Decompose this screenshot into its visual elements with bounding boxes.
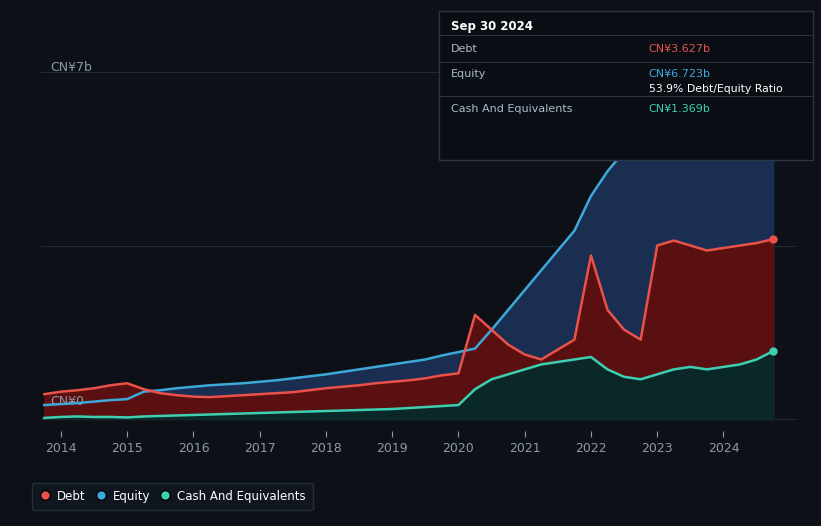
Text: 53.9% Debt/Equity Ratio: 53.9% Debt/Equity Ratio	[649, 84, 782, 94]
Text: Debt: Debt	[451, 44, 478, 54]
Text: Equity: Equity	[451, 69, 486, 79]
Text: CN¥7b: CN¥7b	[50, 61, 92, 74]
Text: CN¥3.627b: CN¥3.627b	[649, 44, 711, 54]
Text: Cash And Equivalents: Cash And Equivalents	[451, 104, 572, 114]
Text: Sep 30 2024: Sep 30 2024	[451, 20, 533, 33]
Legend: Debt, Equity, Cash And Equivalents: Debt, Equity, Cash And Equivalents	[32, 483, 313, 510]
Text: CN¥6.723b: CN¥6.723b	[649, 69, 711, 79]
Text: CN¥1.369b: CN¥1.369b	[649, 104, 710, 114]
Text: CN¥0: CN¥0	[50, 395, 84, 408]
